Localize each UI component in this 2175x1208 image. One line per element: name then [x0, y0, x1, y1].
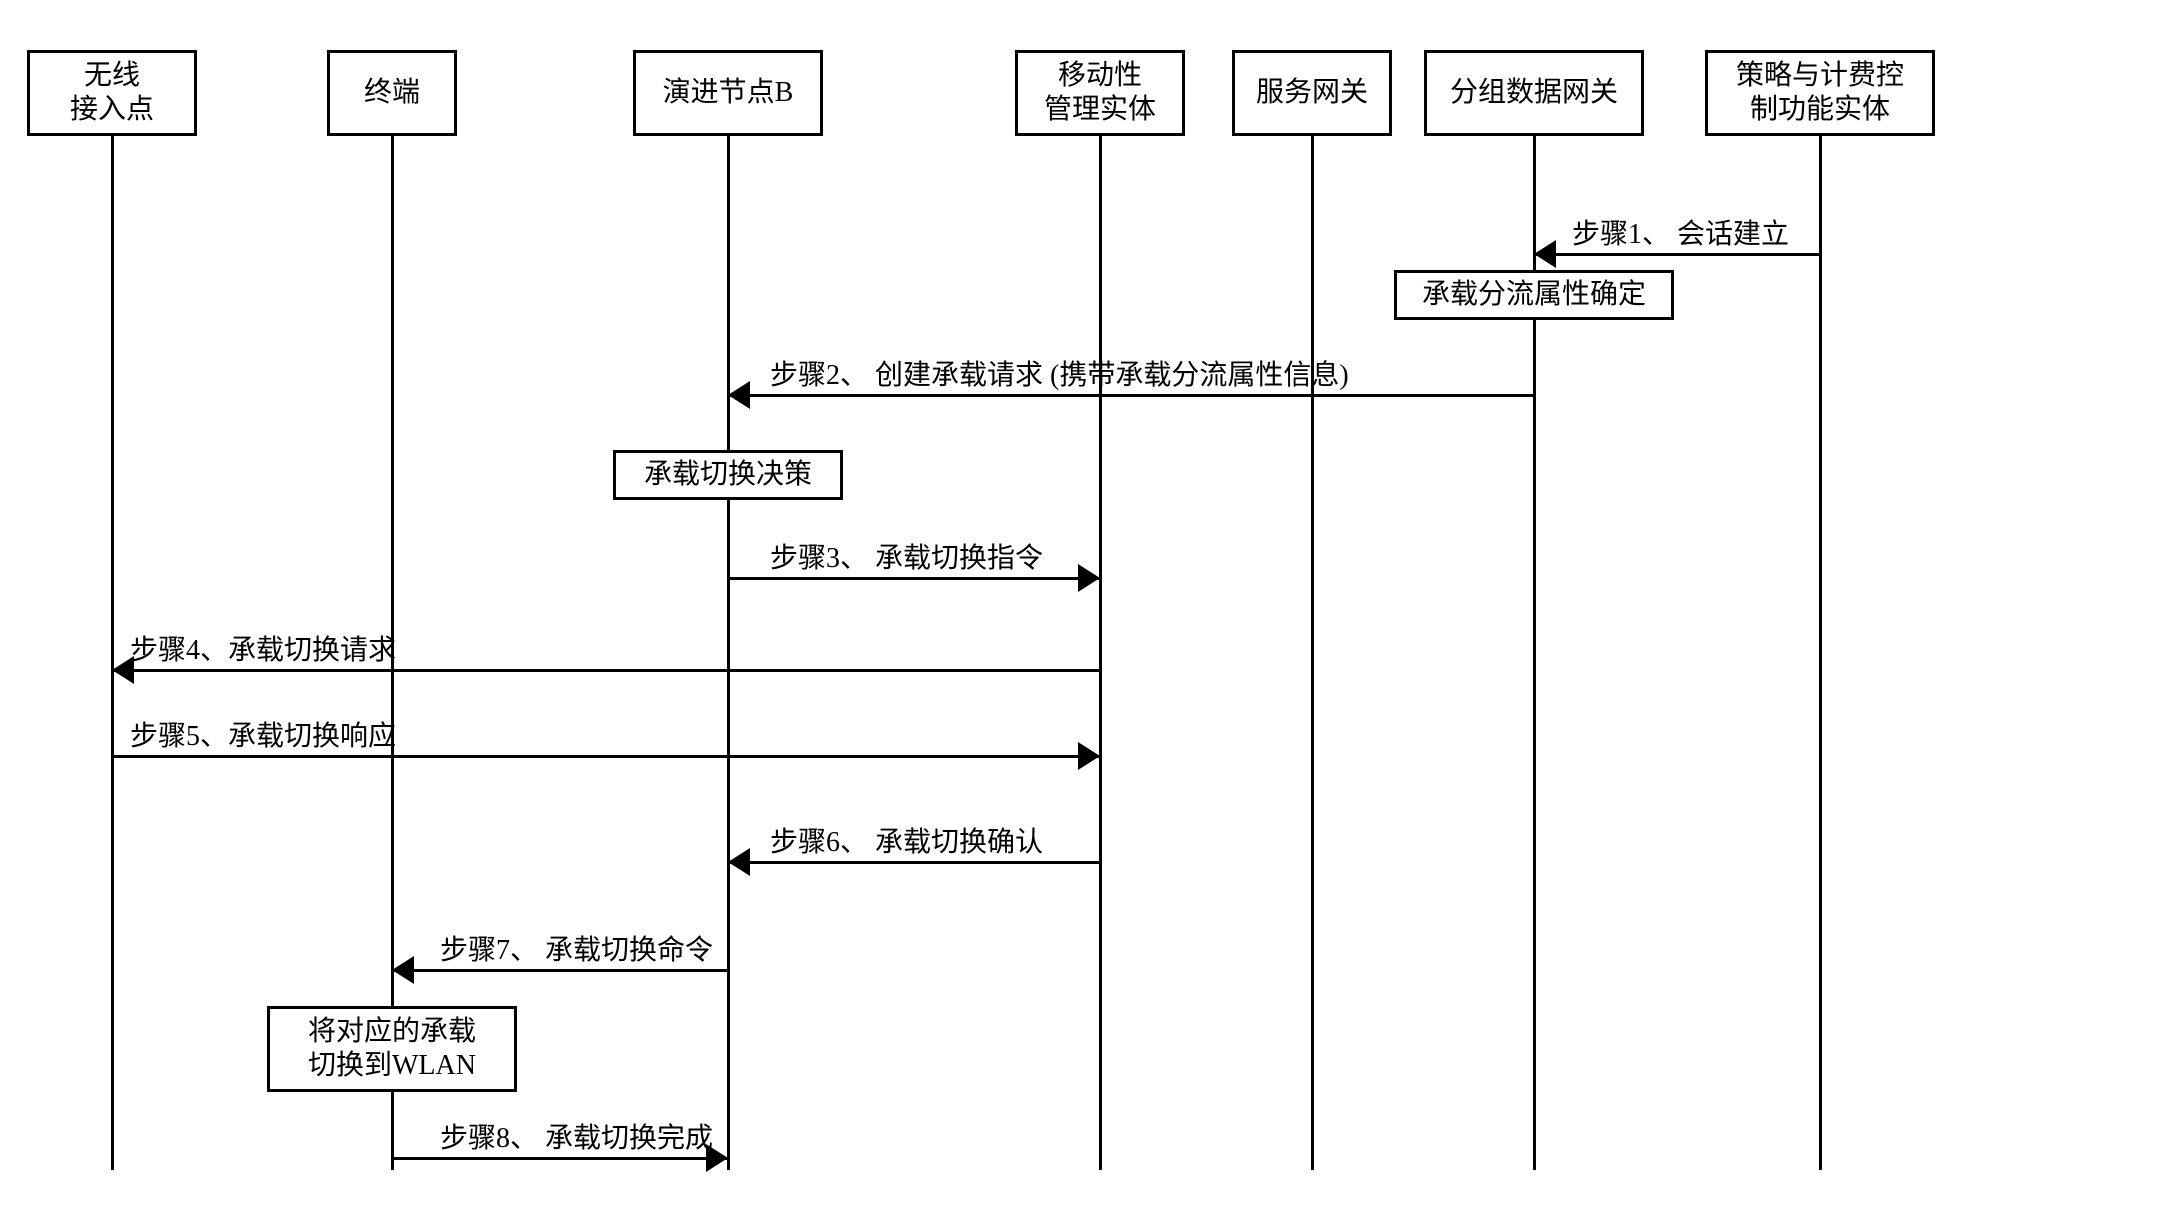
msg-1-line: [1534, 253, 1820, 256]
msg-2-head: [728, 381, 750, 409]
lifeline-sgw: [1311, 136, 1314, 1170]
participant-sgw: 服务网关: [1232, 50, 1392, 136]
msg-4-line: [112, 669, 1100, 672]
msg-6-label: 步骤6、 承载切换确认: [770, 820, 1043, 860]
participant-pgw: 分组数据网关: [1424, 50, 1644, 136]
msg-3-head: [1078, 564, 1100, 592]
msg-5-label: 步骤5、承载切换响应: [130, 714, 396, 754]
msg-2-line: [728, 394, 1534, 397]
action-box-1: 承载分流属性确定: [1394, 270, 1674, 320]
msg-7-line: [392, 969, 728, 972]
participant-ap: 无线 接入点: [27, 50, 197, 136]
msg-3-line: [728, 577, 1100, 580]
lifeline-mme: [1099, 136, 1102, 1170]
lifeline-pcrf: [1819, 136, 1822, 1170]
msg-8-label: 步骤8、 承载切换完成: [440, 1116, 713, 1156]
participant-mme: 移动性 管理实体: [1015, 50, 1185, 136]
msg-5-line: [112, 755, 1100, 758]
msg-1-label: 步骤1、 会话建立: [1572, 212, 1789, 252]
lifeline-enb: [727, 136, 730, 1170]
msg-6-line: [728, 861, 1100, 864]
participant-pcrf: 策略与计费控 制功能实体: [1705, 50, 1935, 136]
msg-8-line: [392, 1157, 728, 1160]
msg-7-label: 步骤7、 承载切换命令: [440, 928, 713, 968]
action-box-2: 承载切换决策: [613, 450, 843, 500]
msg-2-label: 步骤2、 创建承载请求 (携带承载分流属性信息): [770, 353, 1349, 393]
action-box-3: 将对应的承载 切换到WLAN: [267, 1006, 517, 1092]
lifeline-ap: [111, 136, 114, 1170]
msg-1-head: [1534, 240, 1556, 268]
msg-4-label: 步骤4、承载切换请求: [130, 628, 396, 668]
msg-5-head: [1078, 742, 1100, 770]
msg-6-head: [728, 848, 750, 876]
participant-ue: 终端: [327, 50, 457, 136]
participant-enb: 演进节点B: [633, 50, 823, 136]
msg-7-head: [392, 956, 414, 984]
msg-3-label: 步骤3、 承载切换指令: [770, 536, 1043, 576]
